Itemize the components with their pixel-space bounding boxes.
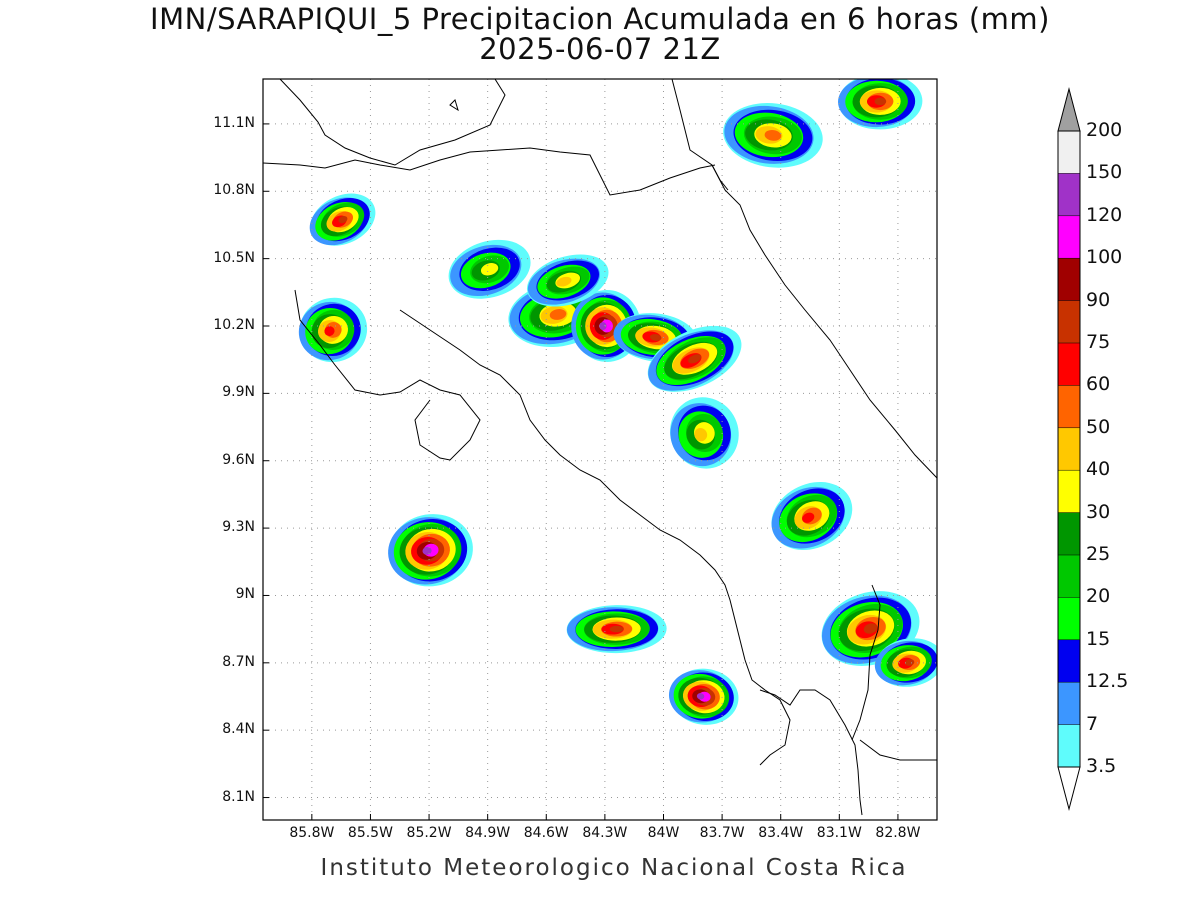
rain-cell (668, 668, 739, 725)
longitude-label: 85.5W (347, 825, 393, 841)
rain-contour (549, 309, 567, 320)
rain-cell (448, 239, 531, 299)
legend-swatch (1058, 512, 1080, 555)
legend-swatch (1058, 427, 1080, 471)
legend-swatch (1058, 724, 1080, 767)
rain-contour (599, 322, 607, 330)
legend-swatch (1058, 682, 1080, 725)
legend-swatch (1058, 258, 1080, 301)
rain-cell (388, 514, 473, 587)
legend-level-label: 30 (1086, 500, 1111, 523)
legend-level-label: 200 (1086, 119, 1123, 141)
legend-swatch (1058, 385, 1080, 428)
footer-credit: Instituto Meteorologico Nacional Costa R… (320, 855, 908, 881)
map-frame (262, 78, 938, 821)
latitude-label: 10.2N (213, 317, 255, 333)
legend-level-label: 60 (1086, 373, 1111, 396)
legend-level-label: 40 (1086, 458, 1111, 481)
legend-level-label: 15 (1086, 627, 1111, 650)
legend-swatch (1058, 215, 1080, 259)
legend-swatch (1058, 131, 1080, 174)
rain-contour (649, 334, 662, 341)
rain-contour (696, 693, 705, 700)
map-title: IMN/SARAPIQUI_5 Precipitacion Acumulada … (150, 2, 1050, 36)
rain-contour (480, 263, 499, 276)
rain-cell (723, 103, 823, 168)
legend-max-arrow (1057, 87, 1081, 132)
legend-swatch (1058, 470, 1080, 513)
legend-level-label: 25 (1086, 543, 1111, 565)
legend-level-label: 150 (1086, 161, 1123, 184)
legend-level-label: 12.5 (1086, 670, 1129, 693)
rain-cell (526, 254, 609, 307)
longitude-label: 84.9W (465, 825, 511, 841)
legend-swatch (1058, 597, 1080, 640)
map-subtitle-datetime: 2025-06-07 21Z (479, 32, 721, 66)
legend-swatch (1058, 639, 1080, 683)
rain-contour (688, 354, 702, 364)
latitude-label: 9.3N (222, 519, 255, 536)
rain-contour (324, 326, 335, 336)
legend-level-label: 20 (1086, 585, 1111, 608)
latitude-label: 10.5N (213, 249, 255, 266)
longitude-label: 83.7W (699, 825, 745, 841)
rain-cell (838, 79, 923, 130)
rain-contour (874, 97, 887, 106)
rain-cell (298, 297, 368, 363)
latitude-label: 11.1N (213, 114, 255, 131)
rain-contour (556, 276, 572, 287)
rain-cells-layer (298, 79, 937, 725)
longitude-label: 85.2W (406, 825, 452, 841)
legend-swatch (1058, 300, 1080, 343)
rain-contour (863, 623, 878, 634)
legend-level-label: 75 (1086, 331, 1111, 353)
rain-cell (571, 289, 641, 362)
rain-contour (338, 216, 348, 224)
legend-level-label: 50 (1086, 415, 1111, 438)
latitude-label: 9N (235, 586, 255, 603)
rain-cell (647, 325, 742, 392)
rain-cell (566, 605, 667, 654)
rain-contour (694, 427, 708, 442)
color-legend (1057, 87, 1081, 811)
latitude-label: 8.1N (222, 788, 255, 805)
longitude-label: 84W (647, 825, 680, 841)
longitude-label: 83.4W (758, 825, 804, 841)
rain-cell (309, 193, 376, 246)
rain-cell (771, 482, 853, 551)
legend-level-label: 120 (1086, 203, 1123, 226)
latitude-label: 9.6N (222, 451, 255, 468)
legend-swatch (1058, 555, 1080, 598)
latitude-label: 8.4N (222, 721, 255, 738)
rain-contour (764, 129, 782, 141)
rain-contour (422, 546, 432, 555)
rain-cell (874, 638, 937, 687)
longitude-label: 83.1W (816, 825, 862, 841)
graticule (263, 79, 937, 820)
latitude-label: 10.8N (213, 182, 255, 199)
legend-level-label: 7 (1086, 712, 1099, 735)
rain-cell (670, 397, 739, 469)
legend-swatch (1058, 343, 1080, 386)
legend-level-label: 100 (1086, 246, 1123, 269)
rain-contour (802, 512, 815, 523)
legend-min-arrow (1057, 766, 1081, 811)
longitude-label: 84.3W (582, 825, 628, 841)
latitude-label: 8.7N (222, 653, 255, 670)
latitude-label: 9.9N (222, 384, 255, 401)
rain-contour (905, 659, 915, 666)
longitude-label: 84.6W (523, 825, 569, 841)
longitude-label: 85.8W (289, 825, 335, 841)
legend-level-label: 90 (1086, 288, 1111, 311)
longitude-label: 82.8W (875, 825, 921, 841)
legend-swatch (1058, 173, 1080, 216)
coastline-borders (263, 79, 937, 816)
legend-level-label: 3.5 (1086, 755, 1117, 777)
rain-contour (609, 625, 624, 633)
